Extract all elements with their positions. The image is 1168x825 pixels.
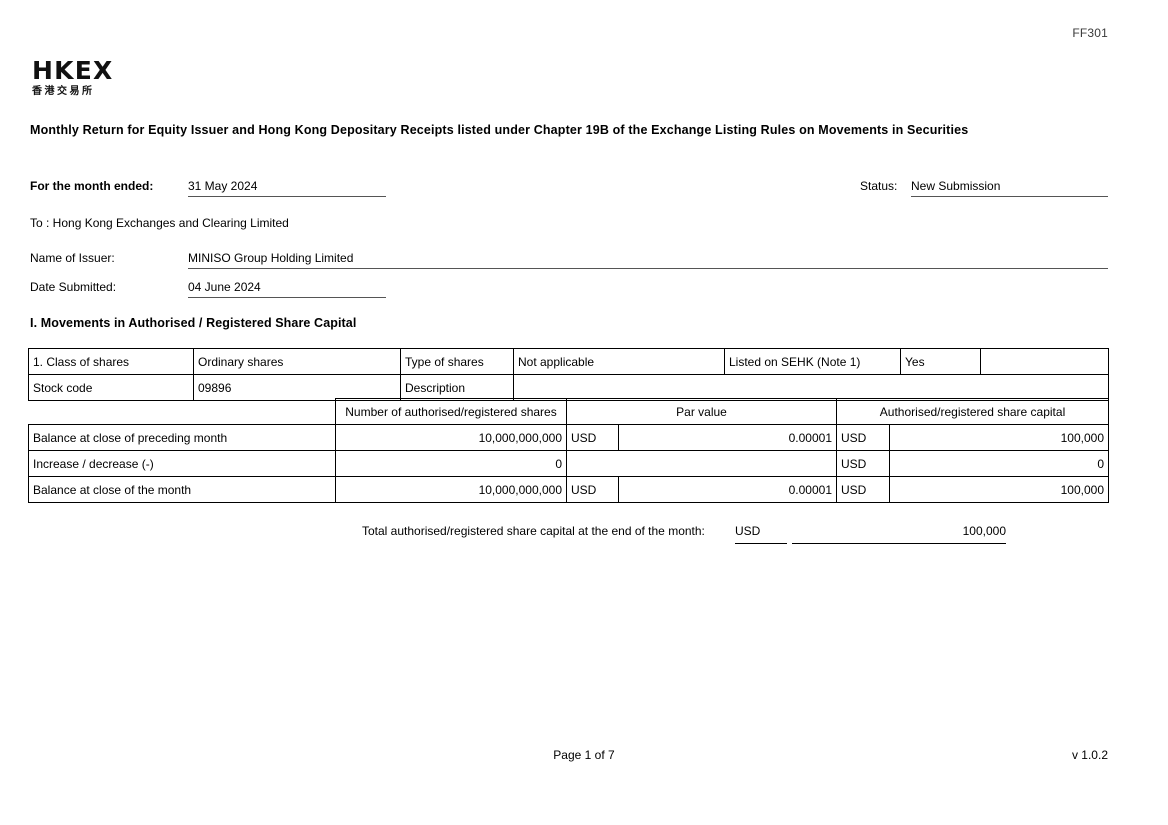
- footer-version: v 1.0.2: [1071, 748, 1108, 762]
- description-value: [513, 374, 1109, 401]
- row-par-value: 0.00001: [617, 424, 838, 451]
- row-cap-currency: USD: [836, 424, 891, 451]
- page-title: Monthly Return for Equity Issuer and Hon…: [30, 123, 969, 137]
- header-par-value: Par value: [565, 398, 838, 425]
- total-label: Total authorised/registered share capita…: [362, 524, 705, 538]
- row-par-merged: [565, 450, 838, 477]
- table-row: Increase / decrease (-) 0 USD 0: [28, 450, 1110, 477]
- row-par-value: 0.00001: [617, 476, 838, 503]
- row-label: Balance at close of the month: [28, 476, 336, 503]
- month-ended-value: 31 May 2024: [188, 179, 386, 197]
- row-par-currency: USD: [566, 476, 619, 503]
- listed-on-sehk-extra: [980, 348, 1109, 375]
- type-of-shares-value: Not applicable: [513, 348, 725, 375]
- row-cap-currency: USD: [836, 450, 891, 477]
- row-cap-currency: USD: [836, 476, 891, 503]
- row-shares: 10,000,000,000: [335, 424, 567, 451]
- status-label: Status:: [860, 179, 898, 193]
- total-amount: 100,000: [792, 522, 1006, 544]
- listed-on-sehk-label: Listed on SEHK (Note 1): [724, 348, 901, 375]
- total-currency: USD: [735, 522, 787, 544]
- share-class-table: 1. Class of shares Ordinary shares Type …: [28, 348, 1109, 401]
- class-of-shares-label: 1. Class of shares: [28, 348, 194, 375]
- movements-table: Number of authorised/registered shares P…: [28, 398, 1110, 503]
- status-value: New Submission: [911, 179, 1108, 197]
- stock-code-label: Stock code: [28, 374, 194, 401]
- table-header-row: Number of authorised/registered shares P…: [29, 398, 1110, 425]
- stock-code-value: 09896: [193, 374, 401, 401]
- type-of-shares-label: Type of shares: [400, 348, 514, 375]
- issuer-label: Name of Issuer:: [30, 251, 115, 265]
- row-label: Balance at close of preceding month: [28, 424, 336, 451]
- month-ended-label: For the month ended:: [30, 179, 154, 193]
- header-blank: [29, 399, 336, 425]
- form-code: FF301: [1072, 26, 1108, 40]
- row-par-currency: USD: [566, 424, 619, 451]
- row-shares: 0: [335, 450, 567, 477]
- header-share-capital: Authorised/registered share capital: [836, 398, 1110, 425]
- footer-page-number: Page 1 of 7: [553, 748, 615, 762]
- addressee-line: To : Hong Kong Exchanges and Clearing Li…: [30, 216, 289, 230]
- row-cap-value: 0: [889, 450, 1110, 477]
- date-submitted-value: 04 June 2024: [188, 280, 386, 298]
- listed-on-sehk-value: Yes: [900, 348, 981, 375]
- hkex-logo-wordmark: HKEX: [32, 56, 114, 85]
- class-of-shares-value: Ordinary shares: [193, 348, 401, 375]
- hkex-logo: HKEX 香港交易所: [32, 58, 152, 97]
- table-row: Balance at close of the month 10,000,000…: [28, 476, 1110, 503]
- row-shares: 10,000,000,000: [335, 476, 567, 503]
- issuer-value: MINISO Group Holding Limited: [188, 251, 1108, 269]
- table-row: Stock code 09896 Description: [28, 374, 1109, 401]
- table-row: 1. Class of shares Ordinary shares Type …: [28, 348, 1109, 375]
- row-cap-value: 100,000: [889, 476, 1110, 503]
- row-cap-value: 100,000: [889, 424, 1110, 451]
- date-submitted-label: Date Submitted:: [30, 280, 117, 294]
- table-row: Balance at close of preceding month 10,0…: [28, 424, 1110, 451]
- hkex-logo-chinese: 香港交易所: [32, 86, 95, 97]
- section-heading: I. Movements in Authorised / Registered …: [30, 316, 357, 330]
- description-label: Description: [400, 374, 514, 401]
- row-label: Increase / decrease (-): [28, 450, 336, 477]
- header-number-of-shares: Number of authorised/registered shares: [335, 398, 567, 425]
